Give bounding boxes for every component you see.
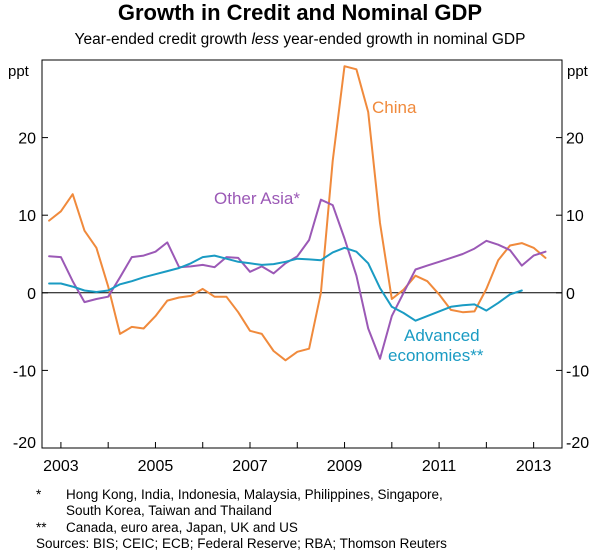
other-asia-line [48,198,547,360]
other-asia-label: Other Asia* [214,189,300,208]
y-axis-label-left: ppt [8,63,30,80]
y-tick-label-left: -10 [13,363,36,380]
footnote-2-line-1: Canada, euro area, Japan, UK and US [66,520,298,535]
subtitle-part2: year-ended growth in nominal GDP [279,31,526,48]
x-tick-label: 2011 [422,458,457,475]
sources-note: Sources: BIS; CEIC; ECB; Federal Reserve… [36,536,447,551]
x-tick-label: 2009 [327,458,363,475]
x-tick-label: 2003 [43,458,79,475]
x-tick-label: 2013 [516,458,552,475]
x-tick-label: 2007 [232,458,268,475]
y-tick-label-left: 20 [18,131,36,148]
y-tick-label-left: 10 [18,208,36,225]
y-tick-label-right: 0 [566,286,575,303]
y-tick-label-left: 0 [27,286,36,303]
footnote-1-mark: * [36,487,42,502]
subtitle-italic: less [251,31,280,48]
chart-title: Growth in Credit and Nominal GDP [117,0,483,25]
footnote-1-line-2: South Korea, Taiwan and Thailand [66,503,272,518]
advanced-economies-line [48,246,523,322]
footnote-2-mark: ** [36,520,47,535]
y-tick-label-right: 20 [566,131,584,148]
chart-subtitle: Year-ended credit growth less year-ended… [0,30,600,50]
china-line [48,65,547,362]
y-axis-label-right: ppt [567,63,589,80]
advanced-label-line-1: Advanced [404,326,480,345]
y-tick-label-right: -20 [566,435,589,452]
x-tick-label: 2005 [138,458,174,475]
y-tick-label-right: 10 [566,208,584,225]
y-tick-label-left: -20 [13,435,36,452]
china-label: China [372,98,417,117]
footnote-1-line-1: Hong Kong, India, Indonesia, Malaysia, P… [66,487,443,502]
subtitle-part1: Year-ended credit growth [74,31,252,48]
plot-frame [41,59,563,449]
advanced-label-line-2: economies** [388,346,484,365]
y-tick-label-right: -10 [566,363,589,380]
